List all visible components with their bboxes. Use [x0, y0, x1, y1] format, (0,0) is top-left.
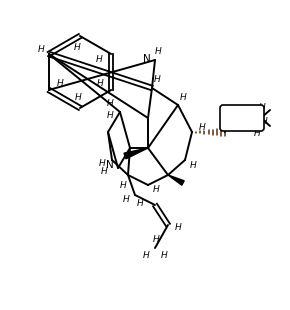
Text: N: N [106, 160, 114, 170]
Text: H: H [96, 55, 103, 64]
Text: H: H [153, 236, 160, 245]
Polygon shape [168, 175, 184, 185]
Text: H: H [37, 45, 44, 54]
Text: H: H [123, 196, 129, 205]
Text: H: H [154, 74, 160, 83]
Text: H: H [153, 185, 160, 194]
Text: H: H [74, 42, 80, 51]
Text: H: H [155, 46, 161, 55]
Text: H: H [190, 161, 196, 170]
Text: H: H [119, 180, 126, 189]
Text: H: H [75, 94, 81, 103]
Text: H: H [175, 224, 181, 232]
Text: H: H [107, 100, 113, 108]
Text: H: H [180, 92, 186, 101]
Text: H: H [97, 79, 104, 88]
Text: H: H [57, 79, 63, 88]
Text: Abs: Abs [233, 113, 251, 123]
Text: H: H [107, 110, 113, 119]
Text: H: H [261, 117, 267, 126]
Text: H: H [161, 251, 167, 260]
Text: H: H [254, 129, 260, 138]
Text: H: H [259, 104, 265, 113]
Text: H: H [137, 198, 143, 207]
Text: H: H [99, 158, 105, 167]
FancyBboxPatch shape [220, 105, 264, 131]
Polygon shape [124, 148, 148, 159]
Text: H: H [101, 166, 107, 175]
Text: H: H [143, 251, 149, 260]
Text: N: N [143, 54, 151, 64]
Text: H: H [199, 122, 205, 131]
